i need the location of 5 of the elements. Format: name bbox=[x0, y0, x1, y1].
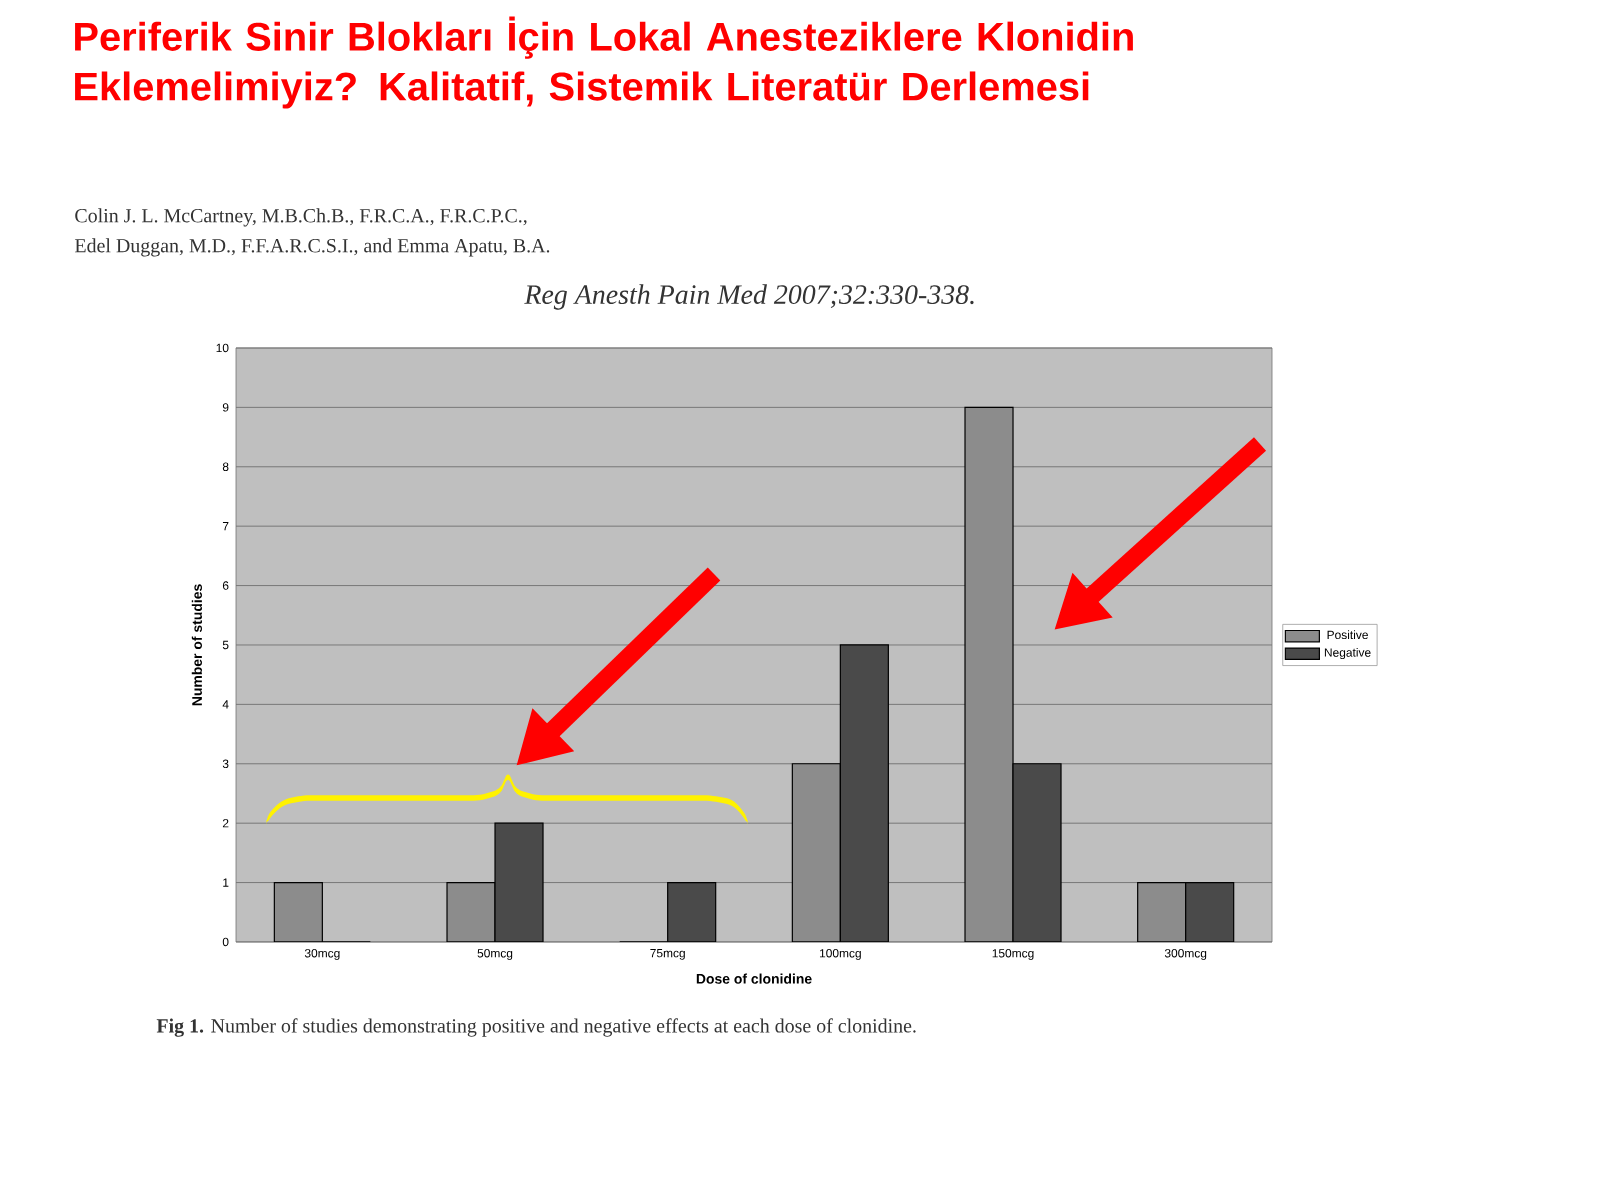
text: Colin J. L. McCartney, M.B.Ch.B., F.R.C.A., F.R.C.P.C., bbox=[75, 208, 527, 227]
text: Reg Anesth Pain Med 2007;32:330-338. bbox=[524, 284, 974, 310]
chart-title: Periferik Sinir Blokları İçin Lokal Anesteziklere Klonidin Eklemelimiyiz? Kalitatif, Sistemik Literatür Derlemesi bbox=[75, 16, 1133, 109]
text: Edel Duggan, M.D., F.F.A.R.C.S.I., and Emma Apatu, B.A. bbox=[74, 238, 550, 257]
text: Fig 1. Number of studies demonstrating positive and negative effects at each dose of clonidine. bbox=[156, 1018, 916, 1037]
